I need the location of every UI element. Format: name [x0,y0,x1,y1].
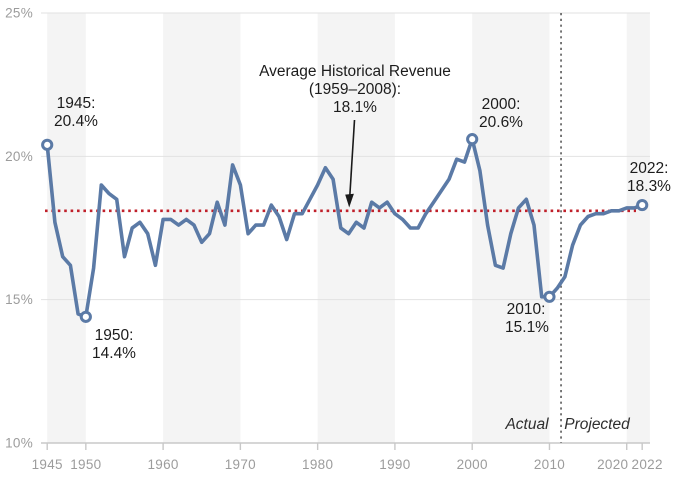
annotation-2000-value: 20.6% [479,114,523,131]
x-axis-label: 2010 [534,457,565,472]
x-axis-label: 2000 [457,457,488,472]
x-axis-label: 1960 [147,457,178,472]
decade-band [163,13,241,443]
revenue-line [45,137,645,319]
x-axis-label: 1980 [302,457,333,472]
annotation-1950-year: 1950: [95,327,134,344]
average-annotation-arrowhead [345,193,354,208]
decade-band [47,13,86,443]
actual-region-label: Actual [504,416,549,433]
decade-band [317,13,395,443]
data-point-marker [41,138,54,151]
data-point-marker [543,290,556,303]
annotation-average-line3: 18.1% [333,99,377,116]
annotation-1945-value: 20.4% [54,113,98,130]
annotation-average-line2: (1959–2008): [309,81,401,98]
annotation-2000-year: 2000: [482,96,521,113]
annotation-2010-value: 15.1% [505,319,549,336]
chart-dynamic-layer: 25% 20% 15% 10% 1945 1950 1960 1970 1980 1990 2000… [5,6,663,473]
x-axis-label: 1945 [32,457,63,472]
annotation-average-line1: Average Historical Revenue [259,63,451,80]
y-axis-label: 25% [5,6,33,21]
annotation-2022-year: 2022: [630,160,669,177]
y-axis-label: 15% [5,292,33,307]
annotation-1945-year: 1945: [57,95,96,112]
annotation-2010-year: 2010: [507,301,546,318]
average-annotation-arrow-line [349,119,356,197]
annotation-1950-value: 14.4% [92,345,136,362]
x-axis-label: 1950 [70,457,101,472]
x-axis-label: 1990 [379,457,410,472]
data-point-marker [79,310,92,323]
projected-region-label: Projected [564,416,631,433]
x-axis-label: 1970 [225,457,256,472]
decade-band [626,13,650,443]
x-axis-label: 2020 [597,457,628,472]
y-axis-label: 20% [5,149,33,164]
y-axis-label: 10% [5,436,33,451]
x-axis-label: 2022 [632,457,663,472]
data-point-marker [636,198,649,212]
annotation-2022-value: 18.3% [627,178,671,195]
data-point-marker [466,133,479,146]
